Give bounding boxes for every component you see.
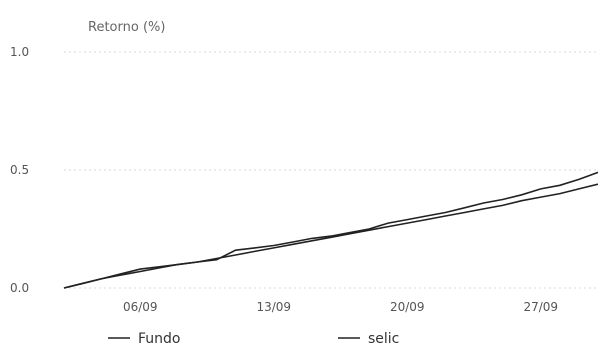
grid-lines [64,51,598,289]
x-tick-label: 27/09 [523,300,558,314]
legend-label: selic [368,331,399,346]
x-tick-label: 06/09 [123,300,158,314]
x-tick-label: 20/09 [390,300,425,314]
series-lines [63,171,598,289]
y-tick-label: 1.0 [10,45,29,59]
legend-item-fundo: Fundo [108,331,181,346]
y-tick-label: 0.5 [10,163,29,177]
y-axis-title: Retorno (%) [88,20,165,35]
legend-label: Fundo [138,331,181,346]
series-line-fundo [63,171,598,289]
y-tick-labels: 0.0 0.5 1.0 [10,45,29,295]
legend: Fundo selic [108,331,399,346]
y-tick-label: 0.0 [10,281,29,295]
series-line-selic [63,183,598,289]
legend-item-selic: selic [338,331,399,346]
x-tick-labels: 06/09 13/09 20/09 27/09 [123,300,558,314]
x-tick-label: 13/09 [256,300,291,314]
